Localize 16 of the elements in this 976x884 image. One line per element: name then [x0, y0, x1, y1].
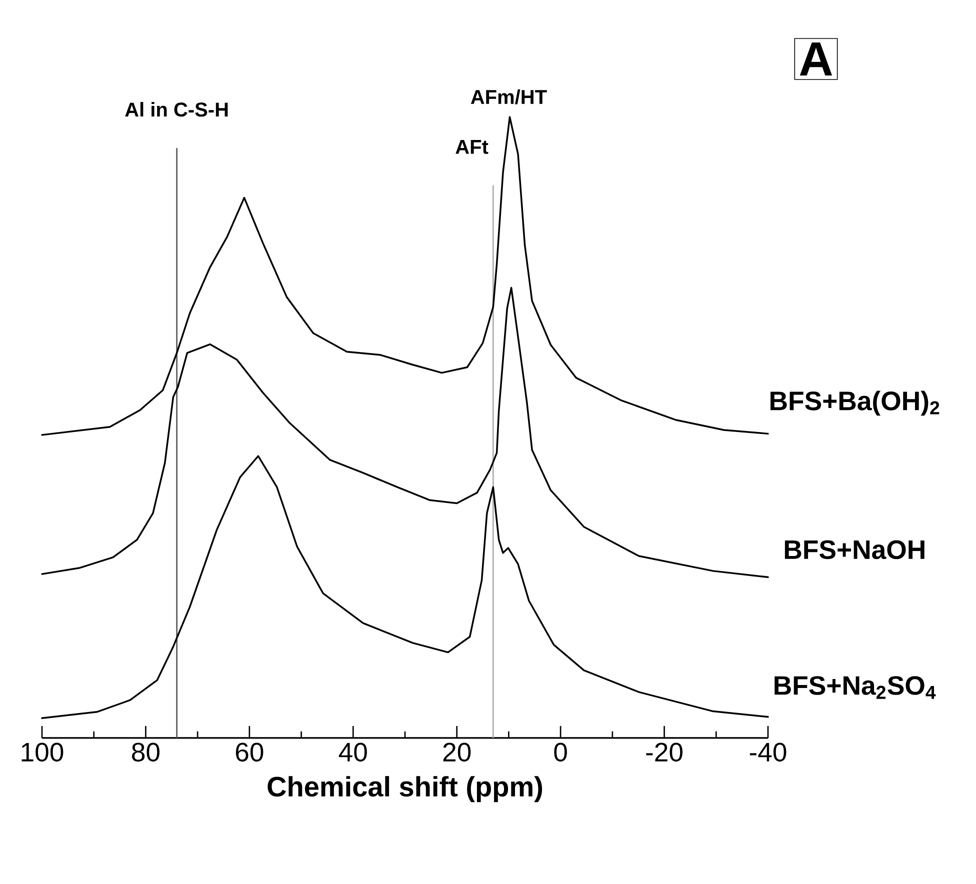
x-tick-label: 80 [132, 742, 160, 762]
x-tick-label: 40 [338, 742, 367, 762]
ref-line-label: Al in C-S-H [125, 102, 228, 117]
x-tick-label: -20 [646, 742, 682, 762]
x-tick-label: 60 [236, 742, 264, 762]
x-tick-label: 0 [554, 742, 567, 762]
series-label: BFS+Na$_{2}$SO$_{4}$ [774, 676, 936, 699]
x-tick-label: -40 [750, 742, 786, 762]
series-label: BFS+Ba(OH)$_{2}$ [770, 390, 940, 416]
series-label: BFS+NaOH [784, 540, 924, 560]
x-tick-label: 20 [443, 742, 471, 762]
annotation: AFm/HT [470, 89, 547, 104]
x-axis-title: Chemical shift (ppm) [268, 776, 542, 802]
x-tick-label: 100 [22, 742, 64, 762]
text: A [800, 42, 832, 76]
ref-line-label: AFt [456, 140, 488, 154]
